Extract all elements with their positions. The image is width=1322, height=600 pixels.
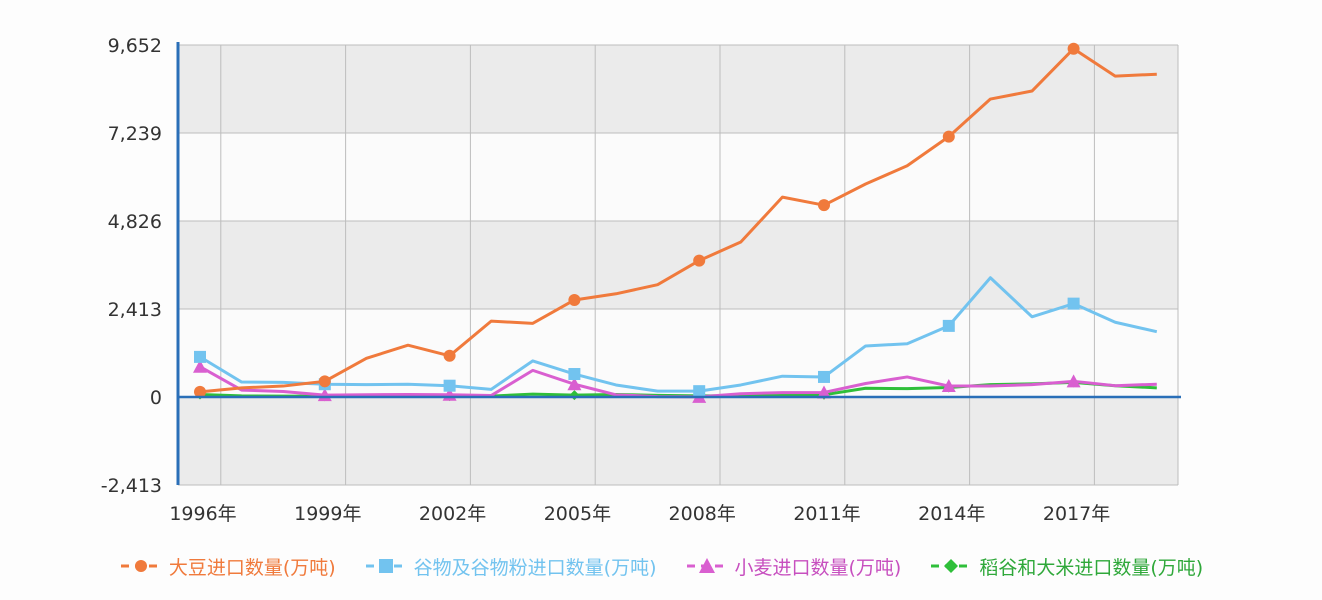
square-marker-icon — [365, 559, 406, 573]
y-tick-label: 9,652 — [108, 35, 162, 57]
plot-band — [178, 309, 1178, 397]
diamond-marker-icon — [931, 559, 972, 573]
line-chart: 9,652 7,239 4,826 2,413 0 -2,413 1996年 1999年 20… — [101, 35, 1181, 525]
circle-marker-icon — [818, 199, 830, 212]
y-axis: 9,652 7,239 4,826 2,413 0 -2,413 — [101, 35, 180, 497]
plot-band — [178, 133, 1178, 221]
y-tick-label: 4,826 — [108, 211, 162, 233]
x-tick-label: 2017年 — [1043, 503, 1110, 525]
triangle-marker-icon — [1066, 374, 1081, 388]
x-tick-label: 1999年 — [294, 503, 361, 525]
triangle-marker-icon — [686, 558, 727, 573]
square-marker-icon — [1067, 297, 1080, 310]
plot-band — [178, 221, 1178, 309]
legend-item-rice[interactable]: 稻谷和大米进口数量(万吨) — [929, 553, 1203, 580]
circle-marker-icon — [693, 254, 706, 267]
circle-marker-icon — [568, 293, 581, 306]
circle-marker-icon — [1067, 42, 1080, 55]
circle-marker-icon — [120, 560, 161, 572]
plot-band — [178, 45, 1178, 133]
legend-label: 大豆进口数量(万吨) — [168, 556, 336, 579]
square-marker-icon — [942, 319, 955, 332]
square-marker-icon — [194, 350, 206, 363]
legend-item-wheat[interactable]: 小麦进口数量(万吨) — [685, 553, 902, 580]
legend-label: 稻谷和大米进口数量(万吨) — [979, 556, 1204, 579]
triangle-marker-icon — [193, 359, 207, 373]
series-lines — [178, 42, 1181, 403]
y-tick-label: 0 — [150, 387, 162, 409]
plot-band — [178, 397, 1178, 485]
square-marker-icon — [568, 368, 581, 381]
square-marker-icon — [693, 385, 706, 398]
square-marker-icon — [443, 379, 456, 392]
x-tick-label: 2014年 — [918, 503, 985, 525]
x-tick-label: 1996年 — [169, 503, 236, 525]
legend: 大豆进口数量(万吨) 谷物及谷物粉进口数量(万吨) 小麦进口数量(万吨) 稻谷和… — [0, 548, 1322, 584]
triangle-marker-icon — [817, 385, 831, 399]
circle-marker-icon — [318, 375, 331, 388]
series-line — [199, 276, 1158, 393]
legend-label: 谷物及谷物粉进口数量(万吨) — [413, 556, 657, 579]
triangle-marker-icon — [567, 377, 582, 391]
circle-marker-icon — [942, 130, 955, 143]
x-tick-label: 2002年 — [419, 503, 486, 525]
plot-background — [178, 45, 1178, 485]
y-tick-label: 2,413 — [108, 299, 162, 321]
legend-item-soybean[interactable]: 大豆进口数量(万吨) — [119, 553, 336, 580]
x-axis: 1996年 1999年 2002年 2005年 2008年 2011年 2014年 2017年 — [169, 503, 1110, 525]
series-line — [199, 47, 1157, 394]
x-tick-label: 2011年 — [793, 503, 860, 525]
legend-label: 小麦进口数量(万吨) — [734, 556, 902, 579]
y-tick-label: -2,413 — [101, 475, 162, 497]
x-tick-label: 2008年 — [669, 503, 736, 525]
circle-marker-icon — [194, 385, 206, 398]
x-tick-label: 2005年 — [544, 503, 611, 525]
legend-item-grain[interactable]: 谷物及谷物粉进口数量(万吨) — [364, 553, 657, 580]
circle-marker-icon — [443, 349, 456, 362]
triangle-marker-icon — [941, 379, 956, 393]
square-marker-icon — [818, 370, 830, 383]
y-tick-label: 7,239 — [108, 123, 162, 145]
grid-lines — [178, 44, 1179, 486]
